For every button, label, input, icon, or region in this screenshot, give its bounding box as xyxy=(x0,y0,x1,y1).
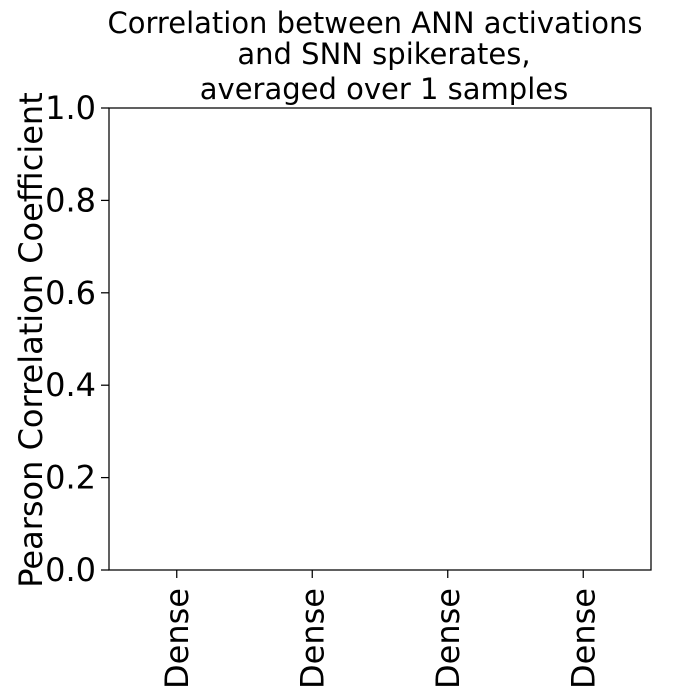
chart-title-line-1: Correlation between ANN activations xyxy=(108,6,643,40)
x-tick-label: Dense xyxy=(158,588,196,689)
x-tick-label: Dense xyxy=(564,588,602,689)
y-tick-label: 0.8 xyxy=(45,181,96,219)
y-tick-label: 0.6 xyxy=(45,274,96,312)
y-tick-label: 0.0 xyxy=(45,551,96,589)
y-axis-label: Pearson Correlation Coefficient xyxy=(12,92,50,587)
chart-title-line-2: and SNN spikerates, xyxy=(237,37,530,71)
y-axis-ticks: 0.0 0.2 0.4 0.6 0.8 1.0 xyxy=(45,89,109,589)
x-axis-ticks: Dense Dense Dense Dense xyxy=(158,570,602,689)
x-tick-label: Dense xyxy=(429,588,467,689)
x-tick-label: Dense xyxy=(293,588,331,689)
y-tick-label: 0.4 xyxy=(45,366,96,404)
chart-title-line-3: averaged over 1 samples xyxy=(200,72,568,106)
y-tick-label: 1.0 xyxy=(45,89,96,127)
y-tick-label: 0.2 xyxy=(45,459,96,497)
plot-frame xyxy=(108,107,652,571)
